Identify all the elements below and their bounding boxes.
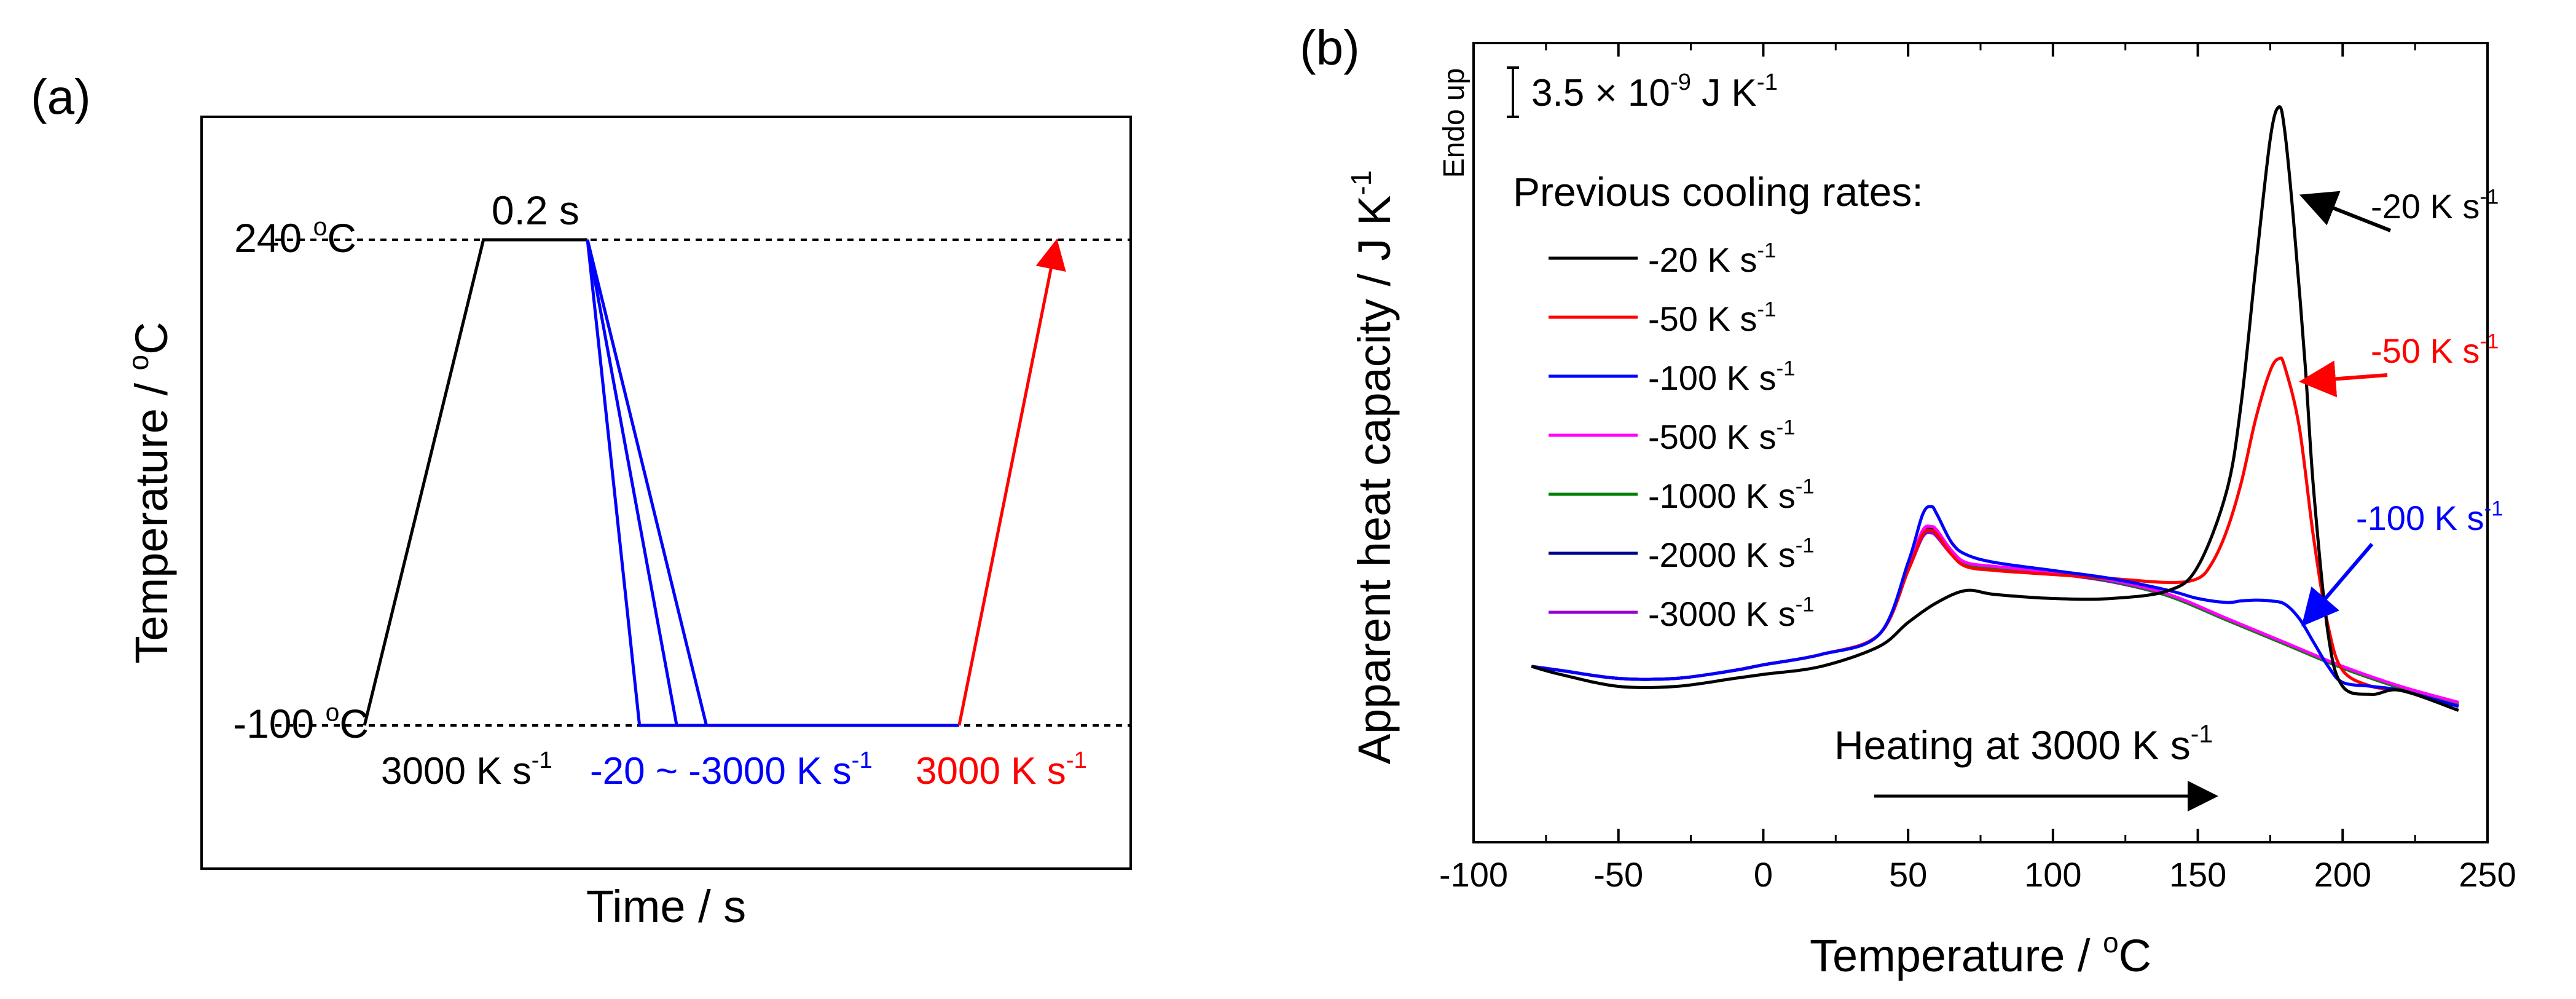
endo-up-label: Endo up [1438, 68, 1471, 178]
legend-label-0: -20 K s-1 [1648, 239, 1776, 279]
cooling-line-20 [586, 239, 708, 726]
annotation-label-0: -20 K s-1 [2371, 185, 2499, 226]
scale-bar-label: 3.5 × 10-9 J K-1 [1531, 69, 1778, 114]
x-tick-label: 200 [2314, 855, 2371, 894]
panel-b: -100 -50 0 50 100 150 200 250 Temperature / oC Ap… [1300, 20, 2516, 981]
x-tick-label: 250 [2459, 855, 2516, 894]
legend-label-2: -100 K s-1 [1648, 357, 1795, 397]
x-tick-label: -50 [1593, 855, 1643, 894]
hold-time-label: 0.2 s [492, 188, 579, 233]
cooling-line-500 [586, 239, 678, 726]
annotation-arrow-2 [2301, 543, 2374, 627]
annotation-arrow-0 [2299, 191, 2392, 232]
level-label-240: 240 oC [234, 212, 356, 261]
legend-label-4: -1000 K s-1 [1648, 475, 1815, 515]
x-tick-label: 100 [2024, 855, 2081, 894]
x-tick-label: 0 [1754, 855, 1773, 894]
panel-a: 240 oC -100 oC 0.2 s 3000 K s-1 -20 ~ -3000 … [31, 69, 1132, 932]
x-tick-label: 150 [2169, 855, 2226, 894]
curve--20-k-s-1 [1531, 105, 2459, 712]
panel-b-tag: (b) [1300, 20, 1360, 75]
reheating-arrow [957, 239, 1066, 726]
level-label-minus100: -100 oC [233, 698, 369, 746]
panel-a-tag: (a) [31, 69, 91, 124]
annotation-arrow-1 [2299, 360, 2388, 398]
heating-annotation: Heating at 3000 K s-1 [1834, 719, 2213, 768]
panel-a-frame [200, 116, 1132, 870]
cooling-line-3000 [586, 239, 642, 726]
reheating-rate-label: 3000 K s-1 [916, 747, 1087, 792]
legend-label-6: -3000 K s-1 [1648, 593, 1815, 633]
annotation-label-1: -50 K s-1 [2371, 330, 2499, 370]
annotation-label-2: -100 K s-1 [2356, 497, 2503, 537]
panel-b-ylabel: Apparent heat capacity / J K-1 [1345, 170, 1400, 764]
heating-rate-label: 3000 K s-1 [381, 747, 552, 792]
cooling-rate-label: -20 ~ -3000 K s-1 [590, 747, 873, 792]
legend-label-5: -2000 K s-1 [1648, 534, 1815, 574]
x-tick-label: 50 [1889, 855, 1927, 894]
curve--100-k-s-1 [1531, 505, 2459, 708]
legend-title: Previous cooling rates: [1513, 169, 1923, 215]
legend-label-1: -50 K s-1 [1648, 298, 1776, 338]
legend-label-3: -500 K s-1 [1648, 416, 1795, 456]
heating-line [363, 238, 588, 726]
x-tick-label: -100 [1439, 855, 1508, 894]
panel-a-ylabel: Temperature / oC [122, 322, 177, 663]
panel-b-xlabel: Temperature / oC [1810, 926, 2151, 981]
panel-a-xlabel: Time / s [586, 881, 746, 932]
